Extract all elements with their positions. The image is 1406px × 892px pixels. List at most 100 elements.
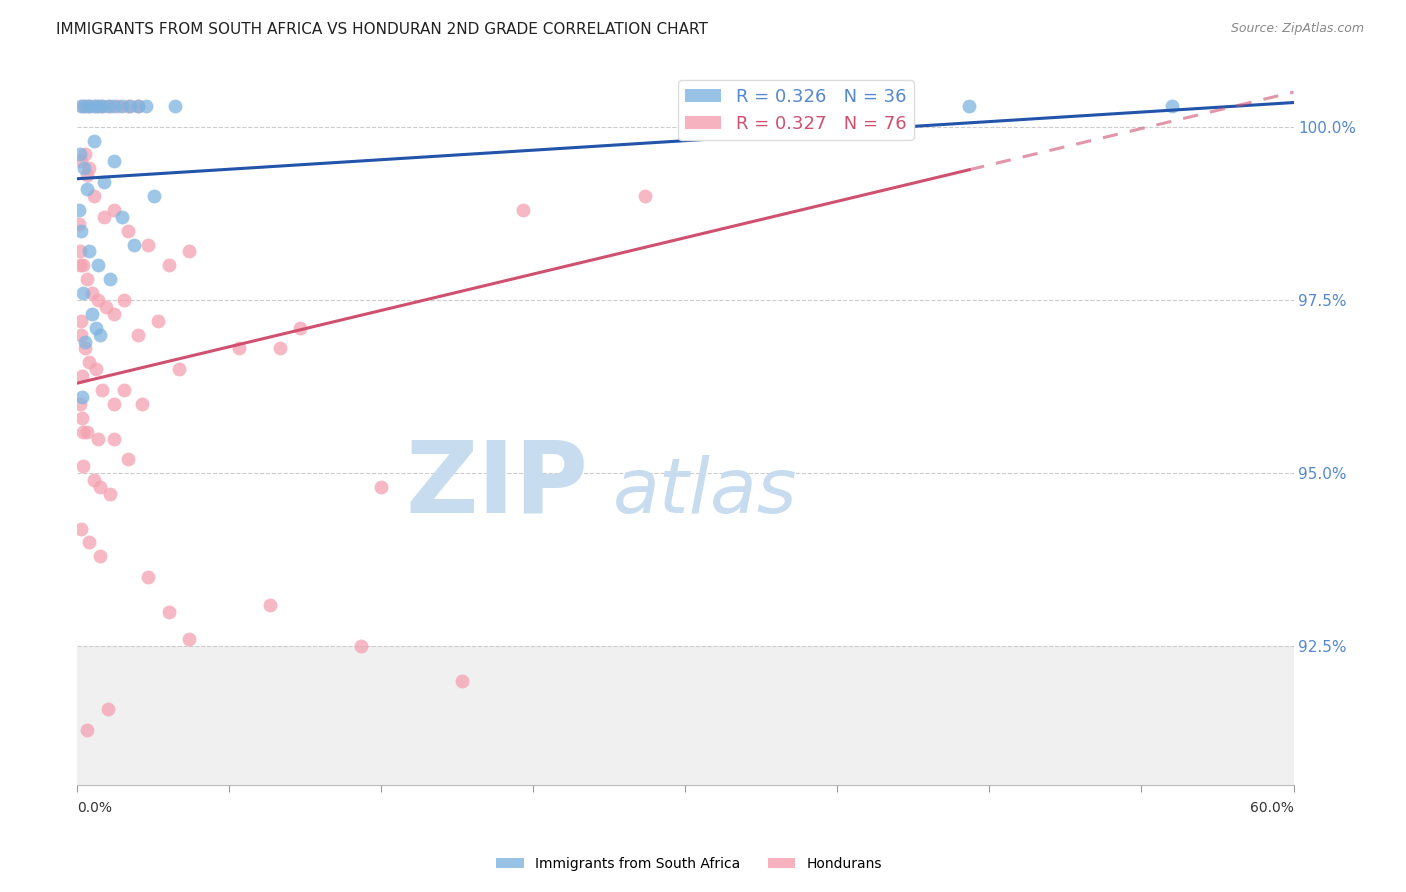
- Point: [76, 723, 98, 737]
- Bar: [77, 647, 1294, 785]
- Point: [98, 487, 121, 501]
- Point: [93, 210, 115, 224]
- Point: [167, 362, 190, 376]
- Point: [1161, 99, 1184, 113]
- Point: [72, 286, 94, 301]
- Point: [451, 673, 474, 688]
- Text: ZIP: ZIP: [405, 437, 588, 533]
- Point: [86, 99, 108, 113]
- Point: [70, 522, 93, 536]
- Point: [70, 369, 93, 384]
- Point: [370, 480, 392, 494]
- Point: [83, 99, 105, 113]
- Point: [76, 169, 98, 183]
- Point: [117, 452, 139, 467]
- Text: 60.0%: 60.0%: [1250, 801, 1294, 814]
- Point: [72, 99, 94, 113]
- Point: [79, 99, 101, 113]
- Point: [89, 480, 111, 494]
- Point: [136, 570, 159, 584]
- Point: [259, 598, 281, 612]
- Point: [98, 99, 121, 113]
- Point: [70, 154, 93, 169]
- Point: [97, 99, 120, 113]
- Point: [90, 99, 112, 113]
- Point: [112, 383, 135, 397]
- Point: [228, 342, 250, 356]
- Point: [76, 425, 98, 439]
- Point: [86, 258, 108, 272]
- Point: [79, 161, 101, 176]
- Point: [177, 632, 200, 647]
- Text: IMMIGRANTS FROM SOUTH AFRICA VS HONDURAN 2ND GRADE CORRELATION CHART: IMMIGRANTS FROM SOUTH AFRICA VS HONDURAN…: [56, 22, 709, 37]
- Point: [103, 432, 125, 446]
- Point: [131, 397, 153, 411]
- Point: [73, 161, 96, 176]
- Legend: Immigrants from South Africa, Hondurans: Immigrants from South Africa, Hondurans: [491, 851, 887, 876]
- Point: [177, 244, 200, 259]
- Point: [72, 459, 94, 474]
- Point: [75, 99, 97, 113]
- Point: [94, 300, 117, 314]
- Point: [157, 605, 180, 619]
- Point: [90, 99, 112, 113]
- Point: [135, 99, 157, 113]
- Point: [127, 99, 149, 113]
- Point: [269, 342, 291, 356]
- Point: [79, 535, 101, 549]
- Point: [107, 99, 129, 113]
- Point: [75, 342, 97, 356]
- Point: [83, 134, 105, 148]
- Point: [103, 307, 125, 321]
- Point: [290, 320, 312, 334]
- Point: [512, 202, 534, 217]
- Point: [69, 244, 91, 259]
- Point: [97, 702, 120, 716]
- Point: [111, 99, 134, 113]
- Point: [143, 189, 166, 203]
- Point: [69, 397, 91, 411]
- Point: [103, 99, 125, 113]
- Point: [118, 99, 141, 113]
- Point: [79, 244, 101, 259]
- Point: [80, 286, 103, 301]
- Point: [72, 258, 94, 272]
- Point: [103, 397, 125, 411]
- Point: [86, 432, 108, 446]
- Point: [84, 320, 107, 334]
- Point: [79, 99, 101, 113]
- Point: [75, 147, 97, 161]
- Point: [72, 425, 94, 439]
- Point: [69, 258, 91, 272]
- Point: [67, 202, 90, 217]
- Point: [72, 390, 94, 404]
- Text: atlas: atlas: [613, 456, 797, 529]
- Point: [69, 147, 91, 161]
- Point: [84, 362, 107, 376]
- Text: Source: ZipAtlas.com: Source: ZipAtlas.com: [1230, 22, 1364, 36]
- Point: [148, 314, 170, 328]
- Point: [957, 99, 980, 113]
- Point: [67, 217, 90, 231]
- Point: [634, 189, 657, 203]
- Point: [83, 189, 105, 203]
- Point: [112, 293, 135, 307]
- Point: [70, 327, 93, 342]
- Point: [84, 99, 107, 113]
- Point: [117, 224, 139, 238]
- Text: 0.0%: 0.0%: [77, 801, 112, 814]
- Point: [98, 272, 121, 286]
- Point: [136, 237, 159, 252]
- Point: [127, 99, 149, 113]
- Point: [76, 272, 98, 286]
- Point: [93, 175, 115, 189]
- Point: [80, 307, 103, 321]
- Point: [122, 237, 145, 252]
- Point: [90, 383, 112, 397]
- Point: [89, 549, 111, 564]
- Point: [70, 314, 93, 328]
- Point: [163, 99, 186, 113]
- Point: [111, 210, 134, 224]
- Point: [350, 640, 373, 654]
- Point: [117, 99, 139, 113]
